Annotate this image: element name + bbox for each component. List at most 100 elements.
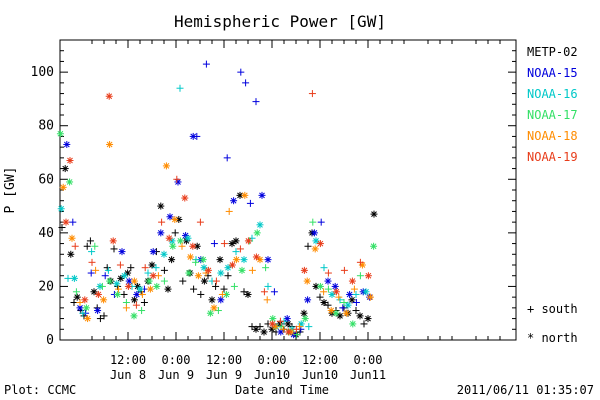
x-tick-label-time: 12:00 [110,353,146,367]
data-point-noaa-18 [171,215,179,223]
legend-item-noaa-17: NOAA-17 [527,108,578,122]
data-point-noaa-15 [230,197,238,205]
data-point-noaa-19 [196,218,204,226]
data-point-metp-02 [58,224,66,231]
data-point-noaa-19 [124,282,132,290]
data-point-noaa-18 [263,296,271,304]
data-point-noaa-18 [178,242,186,250]
data-point-noaa-17 [56,130,64,138]
data-point-noaa-15 [101,272,109,280]
data-point-metp-02 [70,299,78,306]
data-point-metp-02 [220,285,228,293]
y-tick-label: 0 [46,333,54,348]
data-point-noaa-16 [88,248,96,256]
data-point-metp-02 [228,240,236,248]
y-axis: 0 20 40 60 80 100 [31,50,516,348]
data-point-noaa-18 [241,191,249,199]
data-point-noaa-15 [352,299,360,306]
data-point-metp-02 [244,290,252,298]
data-point-noaa-17 [301,315,309,323]
data-point-noaa-17 [269,315,277,323]
data-point-noaa-16 [344,301,352,309]
x-tick-label-time: 0:00 [354,353,383,367]
data-point-noaa-15 [237,68,245,76]
x-tick-label-date: Jun 8 [110,368,146,382]
data-point-noaa-18 [68,234,76,242]
data-point-metp-02 [260,328,268,336]
marker-legend-north: * north [527,331,578,345]
data-point-noaa-15 [277,328,285,336]
data-point-metp-02 [148,261,156,269]
data-point-noaa-19 [165,234,173,242]
data-point-noaa-18 [186,253,194,261]
data-point-noaa-18 [76,299,84,306]
data-point-noaa-18 [106,140,114,148]
data-point-noaa-19 [204,266,212,274]
data-point-noaa-19 [332,288,340,296]
data-point-noaa-17 [324,285,332,293]
data-point-noaa-19 [71,242,79,250]
data-point-metp-02 [352,307,360,315]
data-point-noaa-19 [364,272,372,280]
marker-legend-south: + south [527,302,578,316]
data-point-noaa-19 [316,240,324,248]
data-point-noaa-18 [146,285,154,293]
data-point-noaa-15 [118,248,126,256]
data-point-noaa-15 [304,296,312,304]
data-point-noaa-18 [311,245,319,253]
data-point-noaa-19 [212,277,220,285]
data-point-metp-02 [86,237,94,245]
data-point-noaa-18 [350,285,358,293]
data-point-metp-02 [171,229,179,237]
data-point-noaa-17 [153,282,161,290]
data-point-noaa-18 [320,288,328,296]
data-point-noaa-19 [340,266,348,274]
data-point-noaa-16 [256,221,264,229]
data-point-noaa-15 [149,248,157,256]
data-point-noaa-17 [230,282,238,290]
marker-legend: + south * north [527,302,578,345]
data-point-noaa-16 [184,234,192,242]
data-point-metp-02 [316,293,324,301]
data-point-metp-02 [179,277,187,285]
data-point-noaa-15 [258,191,266,199]
data-point-noaa-17 [316,282,324,290]
y-tick-label: 80 [38,119,54,134]
data-point-noaa-17 [98,282,106,290]
y-tick-label: 100 [31,65,54,80]
data-point-noaa-16 [57,205,65,213]
data-point-noaa-17 [138,307,146,315]
series-legend: METP-02 NOAA-15 NOAA-16 NOAA-17 NOAA-18 NOAA-… [527,45,578,164]
data-point-metp-02 [370,210,378,218]
legend-item-noaa-18: NOAA-18 [527,129,578,143]
data-point-metp-02 [356,312,364,320]
data-point-noaa-19 [141,264,149,272]
data-point-metp-02 [304,242,312,250]
data-point-metp-02 [61,165,69,173]
data-point-noaa-19 [132,301,140,309]
data-point-metp-02 [236,191,244,199]
data-point-noaa-16 [70,274,78,282]
data-point-noaa-15 [193,132,201,140]
x-tick-label-time: 0:00 [162,353,191,367]
data-point-noaa-19 [284,328,292,336]
data-point-noaa-15 [324,277,332,285]
data-point-noaa-15 [242,79,250,87]
plot-frame [59,39,517,341]
y-tick-label: 40 [38,226,54,241]
data-point-noaa-15 [317,218,325,226]
y-axis-label: P [GW] [3,167,18,214]
data-point-noaa-19 [228,261,236,269]
data-point-noaa-19 [94,290,102,298]
data-point-noaa-15 [69,218,77,226]
data-point-noaa-19 [300,266,308,274]
data-point-noaa-19 [81,296,89,304]
data-point-noaa-16 [224,264,232,272]
data-point-metp-02 [320,299,328,306]
data-point-noaa-16 [160,250,168,258]
data-point-metp-02 [300,309,308,317]
data-point-metp-02 [197,290,205,298]
data-point-noaa-15 [310,229,318,237]
data-point-noaa-18 [232,256,240,264]
data-point-noaa-19 [260,288,268,296]
